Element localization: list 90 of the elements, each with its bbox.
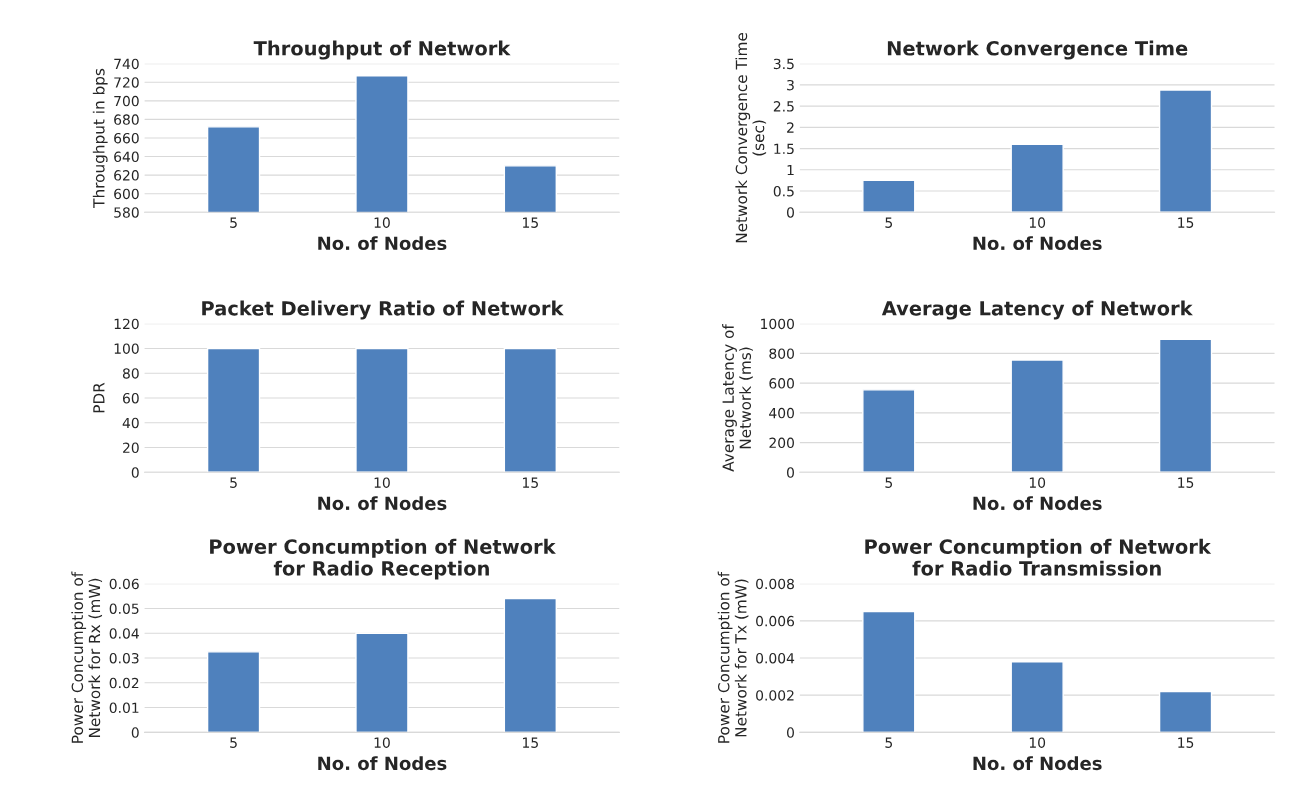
x-axis-title: No. of Nodes — [973, 236, 1102, 251]
bar — [1158, 338, 1213, 473]
x-tick-label: 15 — [1178, 217, 1194, 228]
y-tick-label: 700 — [114, 95, 139, 107]
y-tick-label: 0 — [131, 467, 139, 478]
chart-title: Throughput of Network — [253, 40, 511, 60]
y-tick-label: 2 — [787, 122, 794, 133]
chart-title: Network Convergence Time — [887, 40, 1188, 60]
y-tick-label: 80 — [122, 368, 139, 379]
y-tick-label: 740 — [114, 58, 139, 70]
bar — [503, 597, 557, 733]
y-tick-label: 1000 — [761, 318, 794, 330]
y-tick-label: 3.5 — [773, 58, 794, 70]
y-tick-label: 0.004 — [756, 653, 795, 664]
x-tick-label: 5 — [230, 737, 237, 748]
x-tick-label: 5 — [885, 217, 892, 228]
y-tick-label: 0.05 — [109, 603, 139, 614]
x-tick-label: 5 — [885, 737, 892, 748]
chart-title: Packet Delivery Ratio of Network — [202, 300, 564, 320]
y-tick-label: 620 — [114, 170, 139, 181]
y-tick-label: 2.5 — [773, 101, 794, 112]
x-tick-label: 5 — [230, 217, 237, 228]
y-tick-label: 400 — [769, 407, 794, 419]
y-tick-label: 200 — [769, 437, 794, 449]
y-tick-label: 720 — [114, 77, 139, 88]
x-tick-label: 15 — [523, 737, 538, 748]
y-tick-label: 0 — [131, 727, 139, 738]
x-tick-label: 15 — [1178, 477, 1194, 488]
x-axis-title: No. of Nodes — [318, 236, 447, 251]
y-tick-label: 120 — [114, 318, 139, 330]
bar — [1158, 89, 1213, 213]
y-axis-title: PDR — [93, 382, 105, 413]
x-tick-label: 10 — [1029, 217, 1046, 228]
y-tick-label: 0.008 — [756, 578, 794, 590]
y-tick-label: 0.04 — [109, 628, 139, 639]
y-tick-label: 0.02 — [109, 677, 139, 689]
y-axis-title: Throughput in bps — [92, 68, 108, 208]
y-tick-label: 640 — [114, 151, 139, 163]
y-tick-label: 600 — [769, 378, 794, 389]
x-tick-label: 15 — [1178, 737, 1194, 748]
bar — [355, 632, 409, 733]
x-tick-label: 5 — [885, 477, 892, 488]
x-axis-title: No. of Nodes — [973, 496, 1102, 511]
y-tick-label: 1.5 — [774, 143, 794, 155]
x-tick-label: 15 — [523, 477, 538, 488]
y-tick-label: 3 — [787, 79, 794, 91]
y-tick-label: 0.01 — [109, 702, 139, 714]
y-tick-label: 580 — [114, 207, 139, 218]
y-axis-title: Average Latency of Network (ms) — [722, 323, 753, 472]
y-axis-title: Power Concumption of Network for Tx (mW) — [717, 571, 749, 743]
chart-title: Power Concumption of Network for Radio Reception — [210, 538, 556, 580]
y-tick-label: 0 — [786, 467, 794, 478]
x-axis-title: No. of Nodes — [318, 756, 447, 771]
y-tick-label: 0.06 — [109, 578, 139, 590]
x-tick-label: 10 — [1029, 477, 1046, 488]
chart-title: Power Concumption of Network for Radio Transmission — [865, 538, 1212, 576]
y-tick-label: 0.03 — [109, 653, 139, 664]
y-tick-label: 60 — [122, 392, 139, 404]
x-tick-label: 15 — [523, 217, 538, 228]
y-tick-label: 1 — [787, 164, 794, 176]
x-axis-title: No. of Nodes — [973, 756, 1102, 771]
y-tick-label: 600 — [114, 188, 139, 200]
bar — [862, 610, 916, 733]
y-tick-label: 660 — [114, 132, 139, 144]
bar — [862, 389, 916, 473]
y-tick-label: 0 — [786, 207, 794, 218]
bar — [1010, 661, 1064, 733]
bar — [206, 651, 261, 733]
y-axis-title: Power Concumption of Network for Rx (mW) — [71, 571, 103, 743]
y-tick-label: 100 — [114, 343, 139, 354]
y-tick-label: 20 — [123, 442, 139, 453]
bar — [1010, 143, 1064, 213]
x-axis-title: No. of Nodes — [318, 496, 447, 511]
y-tick-label: 0 — [786, 727, 794, 738]
bar — [1158, 690, 1213, 733]
y-tick-label: 680 — [114, 114, 139, 125]
x-tick-label: 10 — [374, 737, 390, 748]
chart-title: Average Latency of Network — [881, 300, 1193, 320]
y-tick-label: 40 — [122, 417, 139, 429]
y-tick-label: 0.006 — [756, 615, 795, 627]
x-tick-label: 10 — [374, 477, 390, 488]
bar — [1010, 359, 1064, 473]
y-axis-title: Network Convergence Time (sec) — [735, 32, 767, 243]
x-tick-label: 5 — [230, 477, 237, 488]
y-tick-label: 0.5 — [773, 186, 794, 197]
y-tick-label: 800 — [769, 348, 794, 359]
y-tick-label: 0.002 — [756, 690, 794, 701]
bar — [862, 179, 916, 213]
x-tick-label: 10 — [1029, 737, 1046, 748]
x-tick-label: 10 — [374, 217, 390, 228]
